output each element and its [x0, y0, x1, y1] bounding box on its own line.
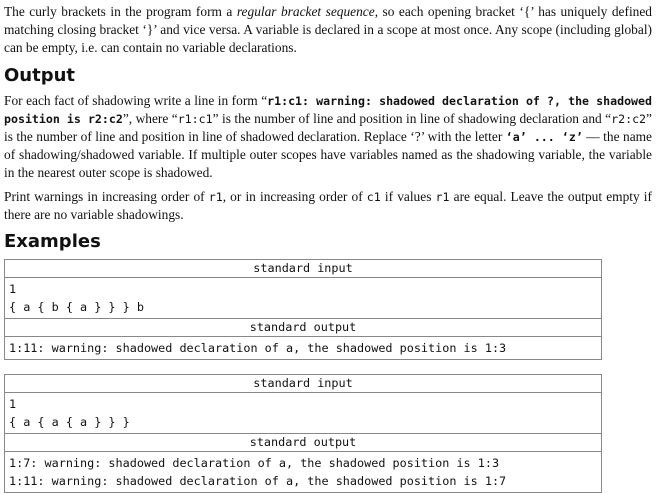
intro-paragraph: The curly brackets in the program form a… [4, 0, 652, 57]
example-table: standard input 1 { a { b { a } } } b stan… [4, 259, 602, 360]
input-header: standard input [4, 259, 602, 278]
examples-heading: Examples [4, 231, 101, 252]
example-table: standard input 1 { a { a { a } } } standa… [4, 374, 602, 493]
output-text: ” is the number of line and position in … [212, 111, 612, 126]
input-cell[interactable]: 1 { a { a { a } } } [4, 392, 602, 434]
output-text: For each fact of shadowing write a line … [4, 93, 268, 108]
output-order-paragraph: Print warnings in increasing order of r1… [4, 188, 652, 224]
code-fragment: c1 [366, 190, 381, 204]
code-fragment: r1:c1 [177, 112, 213, 126]
code-fragment: r1 [208, 190, 223, 204]
input-line: 1 [9, 397, 17, 411]
intro-text: The curly brackets in the program form a [4, 4, 237, 19]
output-cell[interactable]: 1:7: warning: shadowed declaration of a,… [4, 451, 602, 493]
output-line: 1:11: warning: shadowed declaration of a… [9, 474, 507, 488]
intro-text: , so each opening bracket ‘{’ has unique… [4, 4, 652, 55]
output-text: ” is the number of line and position in … [4, 111, 652, 144]
order-text: , or in increasing order of [222, 189, 367, 204]
output-text: — the name of shadowing/shadowed variabl… [4, 129, 652, 180]
problem-statement: The curly brackets in the program form a… [4, 0, 652, 493]
output-line: 1:11: warning: shadowed declaration of a… [9, 341, 507, 355]
output-text: ”, where “ [122, 111, 178, 126]
code-fragment: r2:c2 [611, 112, 647, 126]
code-fragment: r1 [435, 190, 450, 204]
input-line: 1 [9, 282, 17, 296]
input-cell[interactable]: 1 { a { b { a } } } b [4, 277, 602, 319]
input-header: standard input [4, 374, 602, 393]
output-heading: Output [4, 65, 76, 86]
order-text: if values [380, 189, 436, 204]
output-line: 1:7: warning: shadowed declaration of a,… [9, 456, 500, 470]
output-cell[interactable]: 1:11: warning: shadowed declaration of a… [4, 336, 602, 360]
intro-emphasis: regular bracket sequence [236, 4, 375, 19]
order-text: are equal. Leave the output empty if the… [4, 189, 652, 222]
output-description: For each fact of shadowing write a line … [4, 92, 652, 182]
warning-format: r1:c1: warning: shadowed declaration of … [4, 94, 652, 126]
order-text: Print warnings in increasing order of [4, 189, 209, 204]
input-line: { a { b { a } } } b [9, 300, 144, 314]
letter-range: ‘a’ ... ‘z’ [505, 130, 583, 144]
input-line: { a { a { a } } } [9, 415, 130, 429]
output-header: standard output [4, 318, 602, 337]
output-header: standard output [4, 433, 602, 452]
